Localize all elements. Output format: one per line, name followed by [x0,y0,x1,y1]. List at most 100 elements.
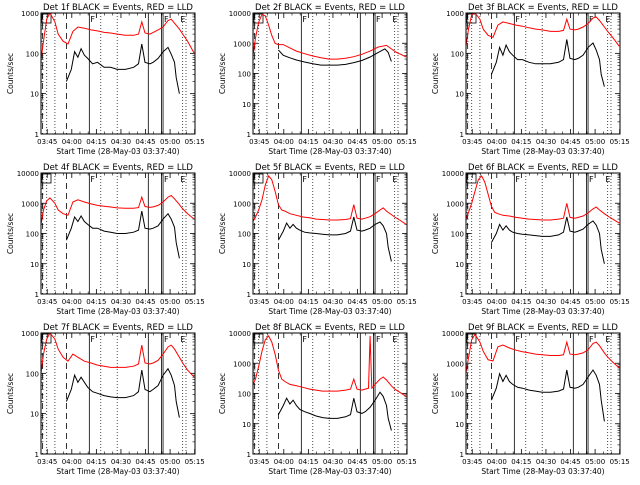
x-tick-label: 04:30 [323,458,343,466]
y-tick-label: 100 [238,71,251,79]
y-tick-label: 1 [35,451,39,459]
x-tick-label: 04:45 [560,298,580,306]
y-tick-label: 10 [242,421,251,429]
x-tick-label: 05:15 [397,138,417,146]
y-axis-label: Counts/sec [6,373,15,414]
flag-label: F [90,175,95,184]
flag-label: F [90,15,95,24]
y-tick-label: 10 [242,101,251,109]
x-tick-label: 03:45 [249,458,269,466]
y-tick-label: 10000 [442,170,464,178]
flag-label: F [164,335,169,344]
series-line-events [277,391,392,431]
x-axis-label: Start Time (28-May-03 03:37:40) [481,307,604,316]
y-tick-label: 10000 [17,170,39,178]
flag-label: F [515,15,520,24]
x-tick-label: 05:00 [585,458,605,466]
panel-1: Det 1f BLACK = Events, RED = LLD 1 10 100 10… [6,3,205,156]
plot-frame [40,332,196,455]
y-tick-label: 100 [238,231,251,239]
flag-label: E [605,335,610,344]
y-tick-label: 1000 [446,360,464,368]
flag-label: F [376,15,381,24]
panel-title: Det 4f BLACK = Events, RED = LLD [43,163,193,173]
y-tick-label: 1000 [446,10,464,18]
y-tick-label: 1000 [21,200,39,208]
x-tick-label: 05:00 [585,298,605,306]
x-tick-label: 04:15 [511,138,531,146]
flag-label: F [589,335,594,344]
x-tick-label: 04:00 [487,138,507,146]
y-tick-label: 100 [238,391,251,399]
series-line-lld [253,13,407,60]
flag-label: E [180,335,185,344]
y-tick-label: 10 [30,261,39,269]
x-tick-label: 04:00 [487,458,507,466]
panel-9: Det 9f BLACK = Events, RED = LLD 1 10 100 10… [431,323,630,476]
y-tick-label: 100 [451,231,464,239]
x-tick-label: 03:45 [37,138,57,146]
x-tick-label: 04:45 [560,138,580,146]
x-tick-label: 05:00 [160,458,180,466]
series-line-events [490,39,605,87]
y-tick-label: 10 [455,261,464,269]
plot-frame [465,12,621,135]
panel-6: Det 6f BLACK = Events, RED = LLD 1 10 100 10… [431,163,630,316]
y-axis-label: Counts/sec [431,213,440,254]
x-tick-label: 05:15 [610,298,630,306]
y-tick-label: 1000 [233,360,251,368]
x-tick-label: 04:15 [511,458,531,466]
plot-frame [252,12,408,135]
x-tick-label: 05:15 [185,138,205,146]
x-tick-label: 04:30 [111,458,131,466]
y-tick-label: 10 [30,91,39,99]
x-tick-label: 05:00 [160,298,180,306]
series-line-events [65,43,180,94]
y-tick-label: 10000 [229,170,251,178]
x-tick-label: 03:45 [462,458,482,466]
y-tick-label: 100 [451,50,464,58]
x-tick-label: 04:45 [135,298,155,306]
y-tick-label: 1000 [21,10,39,18]
x-tick-label: 04:15 [511,298,531,306]
series-line-events [65,211,180,259]
y-tick-label: 1000 [21,330,39,338]
panel-4: Det 4f BLACK = Events, RED = LLD 1 10 100 10… [6,163,205,316]
x-tick-label: 04:00 [62,298,82,306]
panel-title: Det 1f BLACK = Events, RED = LLD [43,3,193,13]
panel-8: Det 8f BLACK = Events, RED = LLD 1 10 100 10… [218,323,417,476]
flag-label: F [164,175,169,184]
plot-frame [465,172,621,295]
x-axis-label: Start Time (28-May-03 03:37:40) [268,307,391,316]
x-tick-label: 04:45 [347,298,367,306]
y-axis-label: Counts/sec [218,373,227,414]
series-line-lld [41,13,195,60]
x-tick-label: 04:00 [274,458,294,466]
series-line-events [490,369,605,422]
y-tick-label: 10 [30,411,39,419]
series-line-events [65,367,180,418]
x-tick-label: 05:00 [585,138,605,146]
corner-box [253,173,264,184]
x-axis-label: Start Time (28-May-03 03:37:40) [56,307,179,316]
x-tick-label: 04:45 [560,458,580,466]
x-tick-label: 03:45 [249,298,269,306]
flag-label: F [302,175,307,184]
corner-box [253,333,264,344]
y-tick-label: 10 [455,91,464,99]
flag-label: F [302,335,307,344]
x-tick-label: 05:15 [397,298,417,306]
x-axis-label: Start Time (28-May-03 03:37:40) [481,467,604,476]
plot-frame [252,332,408,455]
panel-7: Det 7f BLACK = Events, RED = LLD 1 10 100 10… [6,323,205,476]
flag-label: F [376,335,381,344]
series-line-lld [466,175,620,224]
series-line-events [277,216,392,262]
panel-title: Det 6f BLACK = Events, RED = LLD [468,163,618,173]
flag-label: F [90,335,95,344]
y-tick-label: 1 [35,131,39,139]
flag-label: E [180,15,185,24]
y-tick-label: 1000 [233,40,251,48]
